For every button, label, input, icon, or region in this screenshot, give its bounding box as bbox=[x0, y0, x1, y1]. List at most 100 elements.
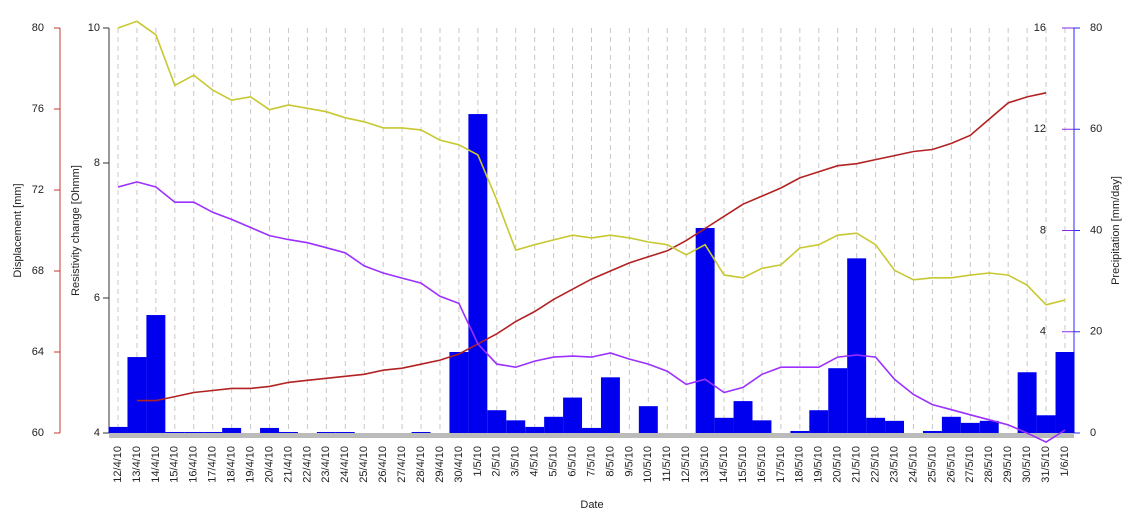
x-tick-label: 2/5/10 bbox=[491, 446, 503, 477]
precipitation-bar bbox=[941, 416, 961, 433]
precipitation-bar bbox=[506, 420, 526, 433]
precipitation-bar bbox=[222, 427, 242, 433]
x-tick-label: 24/5/10 bbox=[907, 446, 919, 483]
x-tick-label: 3/5/10 bbox=[510, 446, 522, 477]
precipitation-bar bbox=[1055, 352, 1075, 433]
precipitation-bar bbox=[278, 431, 298, 433]
y-tick-label: 16 bbox=[1034, 22, 1046, 34]
y-tick-label: 8 bbox=[1040, 224, 1046, 236]
precipitation-bar bbox=[260, 427, 279, 433]
x-tick-label: 21/4/10 bbox=[282, 446, 294, 483]
x-tick-label: 4/5/10 bbox=[529, 446, 541, 477]
y-tick-label: 60 bbox=[1090, 123, 1102, 135]
precipitation-bar bbox=[184, 431, 204, 433]
x-tick-label: 7/5/10 bbox=[585, 446, 597, 477]
precipitation-bar bbox=[1036, 415, 1056, 433]
x-tick-label: 26/5/10 bbox=[945, 446, 957, 483]
x-tick-label: 6/5/10 bbox=[566, 446, 578, 477]
x-tick-label: 30/4/10 bbox=[453, 446, 465, 483]
y-tick-label: 4 bbox=[1040, 326, 1046, 338]
x-minor-ticks bbox=[109, 433, 1074, 438]
precipitation-bar bbox=[695, 227, 715, 433]
x-tick-label: 23/5/10 bbox=[888, 446, 900, 483]
x-tick-label: 29/4/10 bbox=[434, 446, 446, 483]
precipitation-bar bbox=[638, 406, 658, 433]
series-line bbox=[136, 92, 1047, 402]
precipitation-bar bbox=[203, 431, 223, 433]
x-tick-label: 18/4/10 bbox=[226, 446, 238, 483]
y-tick-label: 80 bbox=[32, 22, 44, 34]
y-tick-label: 10 bbox=[88, 22, 100, 34]
precipitation-bar bbox=[752, 420, 772, 433]
x-tick-label: 18/5/10 bbox=[794, 446, 806, 483]
y-tick-label: 6 bbox=[94, 292, 100, 304]
x-tick-label: 14/4/10 bbox=[150, 446, 162, 483]
x-axis-label: Date bbox=[580, 499, 603, 511]
x-tick-label: 13/4/10 bbox=[131, 446, 143, 483]
x-tick-label: 27/5/10 bbox=[964, 446, 976, 483]
precipitation-bar bbox=[411, 431, 431, 433]
series-line bbox=[117, 181, 1066, 444]
precipitation-bar bbox=[922, 430, 942, 433]
x-tick-label: 15/4/10 bbox=[169, 446, 181, 483]
x-tick-label: 5/5/10 bbox=[548, 446, 560, 477]
x-tick-label: 22/5/10 bbox=[870, 446, 882, 483]
x-tick-label: 30/5/10 bbox=[1021, 446, 1033, 483]
x-tick-label: 12/5/10 bbox=[680, 446, 692, 483]
x-tick-label: 15/5/10 bbox=[737, 446, 749, 483]
precipitation-bar bbox=[979, 420, 999, 433]
x-tick-label: 11/5/10 bbox=[661, 446, 673, 482]
x-tick-label: 19/5/10 bbox=[813, 446, 825, 483]
y-tick-label: 20 bbox=[1090, 326, 1102, 338]
x-tick-label: 13/5/10 bbox=[699, 446, 711, 483]
precipitation-bar bbox=[828, 368, 848, 433]
precipitation-bar bbox=[809, 410, 829, 433]
precipitation-bar bbox=[960, 422, 980, 433]
x-tick-label: 28/5/10 bbox=[983, 446, 995, 483]
x-tick-label: 27/4/10 bbox=[396, 446, 408, 483]
x-tick-label: 24/4/10 bbox=[339, 446, 351, 483]
precipitation-bar bbox=[468, 114, 488, 433]
precipitation-bar bbox=[563, 397, 583, 433]
precipitation-bar bbox=[790, 430, 810, 433]
y-tick-label: 8 bbox=[94, 157, 100, 169]
x-tick-label: 1/5/10 bbox=[472, 446, 484, 477]
precipitation-bar bbox=[165, 431, 185, 433]
x-tick-label: 14/5/10 bbox=[718, 446, 730, 483]
y-tick-label: 80 bbox=[1090, 22, 1102, 34]
x-tick-label: 9/5/10 bbox=[623, 446, 635, 477]
y-tick-label: 0 bbox=[1090, 427, 1096, 439]
x-tick-label: 1/6/10 bbox=[1059, 446, 1071, 477]
x-tick-label: 17/4/10 bbox=[207, 446, 219, 483]
precipitation-bar bbox=[525, 426, 545, 433]
x-tick-label: 25/4/10 bbox=[358, 446, 370, 483]
x-tick-label: 22/4/10 bbox=[301, 446, 313, 483]
x-tick-label: 19/4/10 bbox=[244, 446, 256, 483]
x-tick-label: 23/4/10 bbox=[320, 446, 332, 483]
x-tick-label: 31/5/10 bbox=[1040, 446, 1052, 483]
x-tick-label: 8/5/10 bbox=[604, 446, 616, 477]
x-tick-label: 28/4/10 bbox=[415, 446, 427, 483]
x-tick-label: 21/5/10 bbox=[851, 446, 863, 483]
x-tick-label: 20/4/10 bbox=[263, 446, 275, 483]
x-tick-label: 26/4/10 bbox=[377, 446, 389, 483]
series-line bbox=[117, 20, 1066, 306]
precipitation-bar bbox=[582, 427, 601, 433]
precipitation-bar bbox=[866, 417, 886, 433]
y-tick-label: 12 bbox=[1034, 123, 1046, 135]
x-tick-label: 29/5/10 bbox=[1002, 446, 1014, 483]
y-tick-label: 4 bbox=[94, 427, 100, 439]
precipitation-bar bbox=[146, 315, 166, 433]
precipitation-bar bbox=[885, 420, 905, 433]
x-tick-label: 12/4/10 bbox=[112, 446, 124, 483]
y-tick-label: 68 bbox=[32, 265, 44, 277]
axis-title: Displacement [mm] bbox=[12, 183, 24, 277]
y-tick-label: 76 bbox=[32, 103, 44, 115]
precipitation-bar bbox=[449, 352, 469, 433]
precipitation-bar bbox=[316, 431, 336, 433]
x-tick-label: 10/5/10 bbox=[642, 446, 654, 483]
x-tick-label: 17/5/10 bbox=[775, 446, 787, 483]
precipitation-bar bbox=[487, 410, 507, 433]
precipitation-bar bbox=[714, 417, 734, 433]
